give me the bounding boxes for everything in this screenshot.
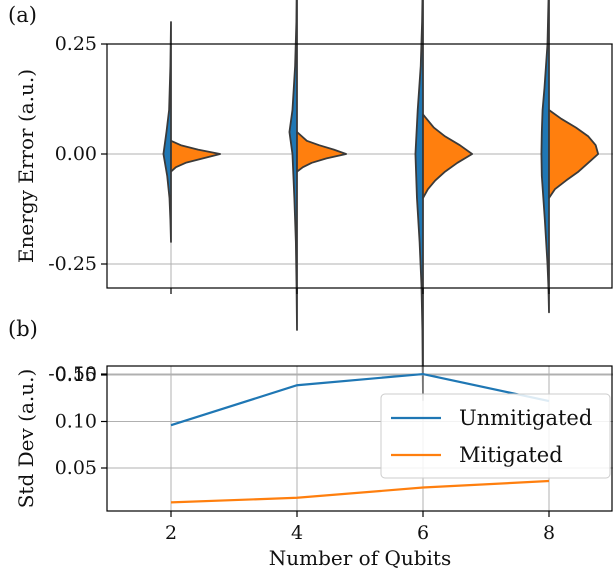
panel-a-ytick-label-1: 0.00 (55, 143, 97, 165)
panel-b-xlabel: Number of Qubits (269, 546, 451, 570)
panel-b-frame (106, 365, 613, 512)
panel-b-xtick-label-6: 6 (417, 522, 429, 544)
panel-b-ylabel: Std Dev (a.u.) (14, 369, 38, 509)
legend-label-unmitigated: Unmitigated (459, 406, 592, 430)
legend-label-mitigated: Mitigated (459, 443, 563, 467)
mitigated-violin-4 (296, 131, 348, 173)
panel-b-lines (170, 372, 550, 504)
legend-box (380, 393, 611, 479)
panel-a-ylabel: Energy Error (a.u.) (14, 69, 38, 263)
panel-a-violins (162, 0, 600, 402)
mitigated-violin-2 (170, 139, 222, 173)
panel-a-frame (106, 43, 613, 289)
panel-a-ytick-label-3: -0.50 (48, 363, 97, 385)
unmitigated-violin-6 (414, 0, 424, 402)
panel-a-ytick-label-0: 0.25 (55, 33, 97, 55)
panel-b-xtick-label-8: 8 (543, 522, 555, 544)
mitigated-violin-6 (422, 113, 474, 199)
panel-a-ytick-label-2: -0.25 (48, 253, 97, 275)
unmitigated-violin-8 (540, 0, 550, 314)
panel-a-label: (a) (8, 3, 37, 27)
mitigated-line (170, 479, 550, 504)
panel-a-grid (107, 43, 613, 375)
panel-b-ytick-label-0: 0.15 (55, 364, 97, 386)
panel-a-ticks: 0.25 0.00 -0.25 -0.50 (48, 33, 550, 385)
unmitigated-violin-2 (162, 21, 172, 243)
panel-b-ticks: 2 4 6 8 0.15 0.10 0.05 (55, 364, 555, 544)
legend: Unmitigated Mitigated (380, 393, 611, 479)
mitigated-violin-8 (548, 109, 600, 199)
unmitigated-line (170, 372, 550, 427)
panel-b-xtick-label-4: 4 (291, 522, 303, 544)
panel-b-xtick-label-2: 2 (165, 522, 177, 544)
panel-b-ytick-label-1: 0.10 (55, 411, 97, 433)
panel-b-label: (b) (8, 317, 38, 341)
unmitigated-violin-4 (288, 0, 298, 331)
panel-b-ytick-label-2: 0.05 (55, 457, 97, 479)
